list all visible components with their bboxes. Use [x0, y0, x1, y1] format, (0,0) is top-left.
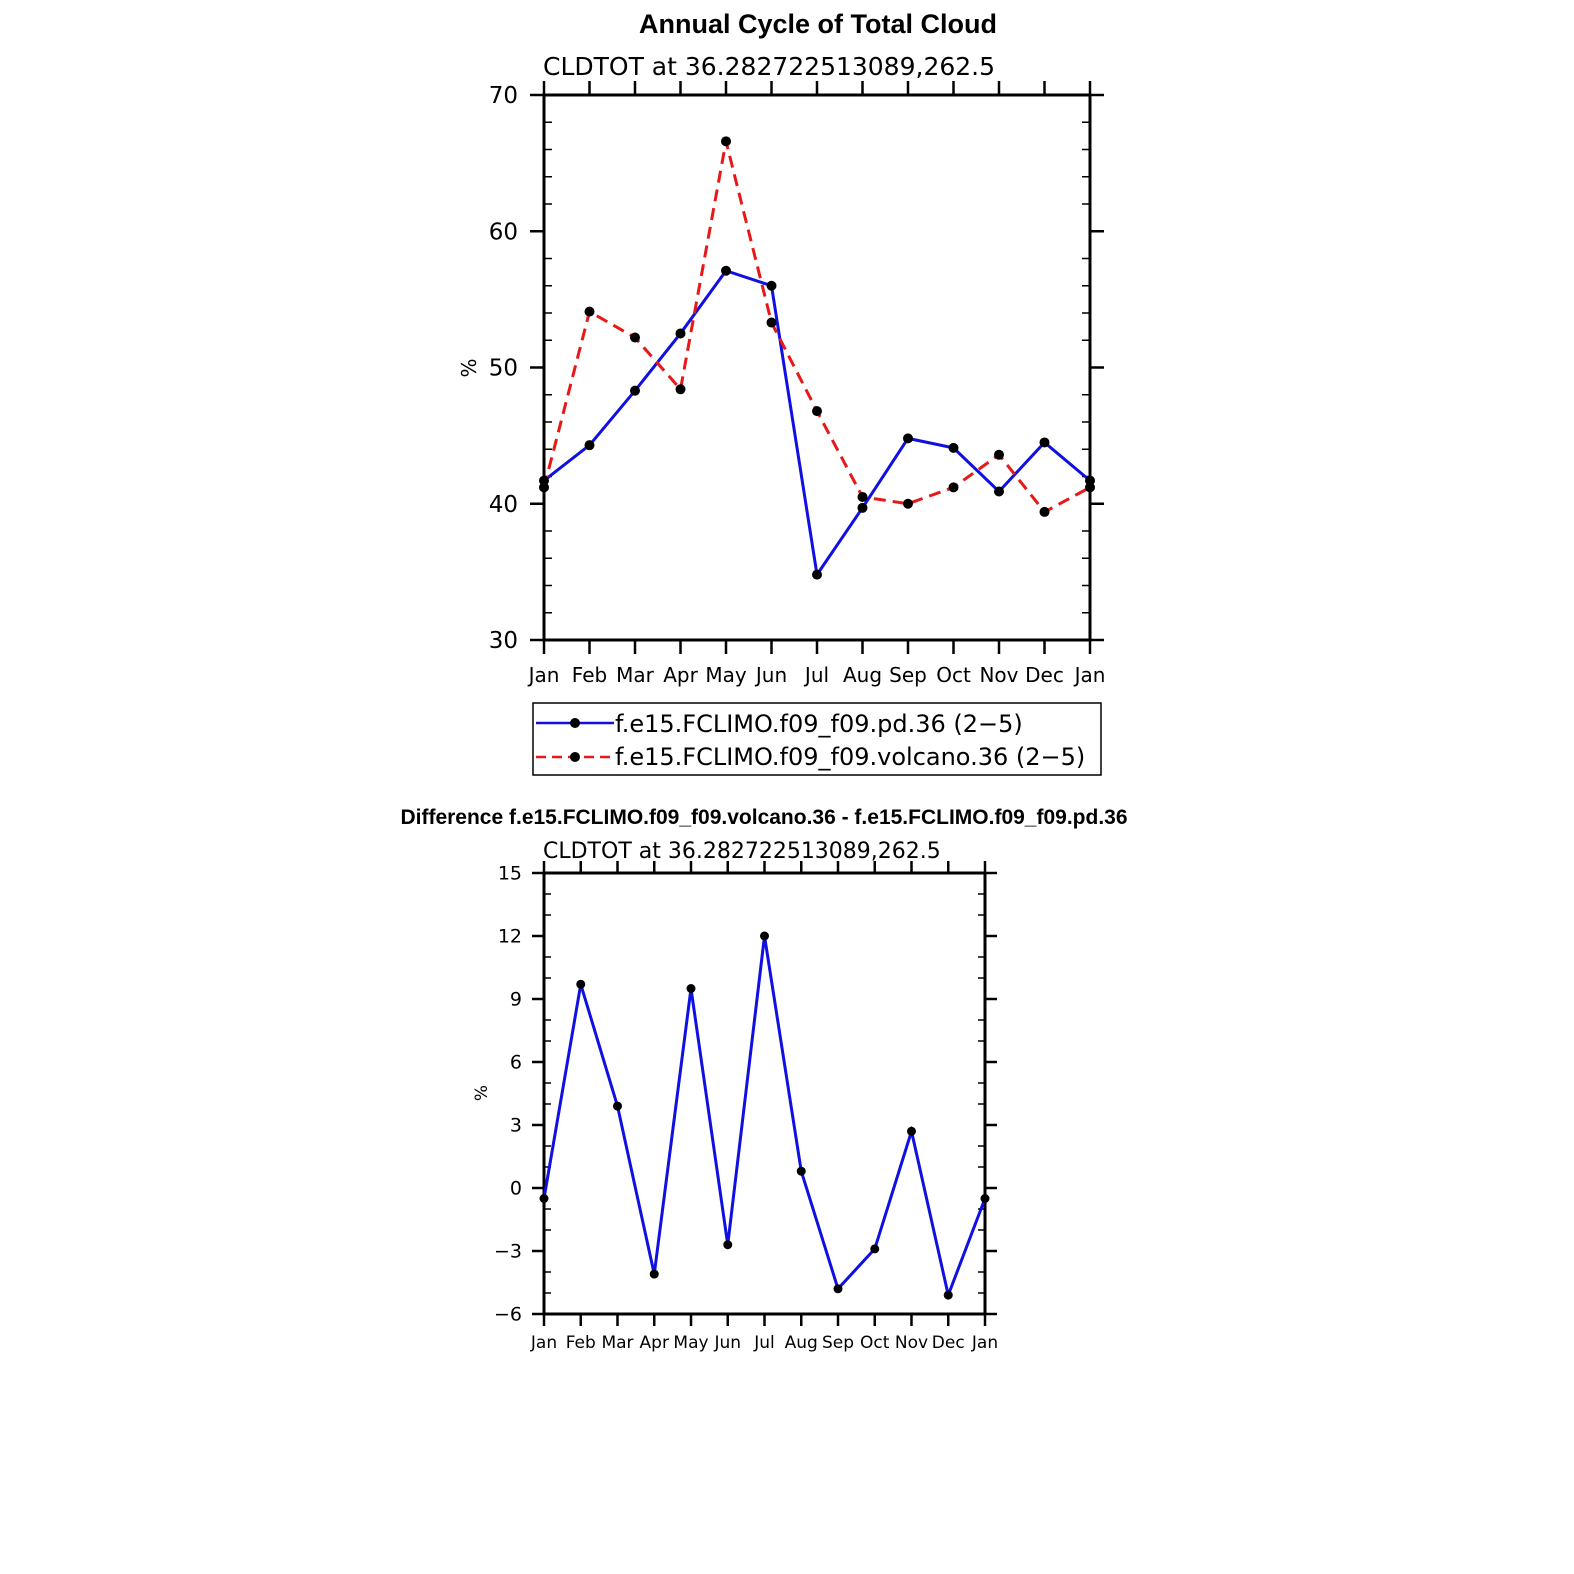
chart1-title: Annual Cycle of Total Cloud — [639, 9, 997, 39]
x-tick-label: Sep — [889, 663, 927, 687]
data-point-1 — [858, 492, 868, 502]
data-point-1 — [949, 482, 959, 492]
y-tick-label: −6 — [494, 1304, 522, 1326]
data-point-0 — [903, 433, 913, 443]
data-point-0 — [723, 1240, 732, 1249]
data-point-0 — [650, 1270, 659, 1279]
data-point-0 — [576, 980, 585, 989]
plot-frame — [544, 95, 1090, 640]
data-point-0 — [812, 570, 822, 580]
data-point-0 — [797, 1167, 806, 1176]
y-tick-label: 3 — [510, 1115, 522, 1137]
chart1-plot-area: Jan Feb Mar Apr May Jun Jul Aug Sep Oct Nov Dec Jan 3… — [489, 81, 1106, 687]
data-point-0 — [585, 440, 595, 450]
data-point-1 — [903, 499, 913, 509]
legend-marker-pd — [570, 718, 580, 728]
y-tick-label: 30 — [489, 628, 518, 654]
y-tick-label: 6 — [510, 1052, 522, 1074]
x-tick-label: Dec — [1025, 663, 1064, 687]
y-tick-label: 9 — [510, 989, 522, 1011]
x-tick-label: Jan — [971, 1333, 998, 1353]
x-tick-label: Feb — [572, 663, 607, 687]
x-tick-label: May — [673, 1333, 708, 1353]
x-tick-label: Jan — [530, 1333, 557, 1353]
chart2-ylabel: % — [472, 1085, 492, 1101]
series-line-1 — [544, 141, 1090, 512]
x-tick-label: May — [705, 663, 747, 687]
data-point-0 — [630, 386, 640, 396]
x-tick-label: Oct — [936, 663, 971, 687]
chart1-ylabel: % — [457, 358, 481, 377]
x-tick-label: Feb — [566, 1333, 596, 1353]
data-point-0 — [949, 443, 959, 453]
data-point-0 — [994, 486, 1004, 496]
x-tick-label: Aug — [785, 1333, 818, 1353]
chart1-subtitle: CLDTOT at 36.282722513089,262.5 — [543, 52, 995, 81]
x-tick-label: Jun — [754, 663, 787, 687]
legend-marker-volcano — [570, 752, 580, 762]
x-tick-label: Jul — [753, 1333, 775, 1353]
x-tick-label: Mar — [616, 663, 655, 687]
data-point-0 — [767, 281, 777, 291]
data-point-0 — [676, 328, 686, 338]
data-point-0 — [870, 1244, 879, 1253]
x-tick-label: Jan — [1073, 663, 1106, 687]
data-point-1 — [767, 318, 777, 328]
x-tick-label: Nov — [895, 1333, 928, 1353]
data-point-0 — [721, 266, 731, 276]
y-tick-label: −3 — [494, 1241, 522, 1263]
data-point-0 — [540, 1194, 549, 1203]
x-tick-label: Jun — [713, 1333, 741, 1353]
y-tick-label: 15 — [498, 863, 522, 885]
data-point-0 — [760, 932, 769, 941]
data-point-0 — [858, 503, 868, 513]
legend-label-pd: f.e15.FCLIMO.f09_f09.pd.36 (2−5) — [615, 710, 1023, 738]
data-point-1 — [539, 482, 549, 492]
y-tick-label: 12 — [498, 926, 522, 948]
y-tick-label: 60 — [489, 219, 518, 245]
y-tick-label: 70 — [489, 83, 518, 109]
chart2-subtitle: CLDTOT at 36.282722513089,262.5 — [543, 839, 941, 864]
series-line-0 — [544, 271, 1090, 575]
data-point-1 — [1085, 482, 1095, 492]
data-point-1 — [721, 136, 731, 146]
data-point-0 — [944, 1291, 953, 1300]
data-point-1 — [1040, 507, 1050, 517]
x-tick-label: Sep — [822, 1333, 854, 1353]
chart2-title: Difference f.e15.FCLIMO.f09_f09.volcano.… — [400, 806, 1127, 829]
data-point-1 — [812, 406, 822, 416]
data-point-0 — [613, 1102, 622, 1111]
x-tick-label: Nov — [979, 663, 1018, 687]
y-tick-label: 40 — [489, 492, 518, 518]
y-tick-label: 50 — [489, 356, 518, 382]
chart2-plot-area: Jan Feb Mar Apr May Jun Jul Aug Sep Oct Nov Dec Jan−… — [494, 861, 998, 1353]
legend-label-volcano: f.e15.FCLIMO.f09_f09.volcano.36 (2−5) — [615, 743, 1085, 771]
data-point-1 — [585, 307, 595, 317]
x-tick-label: Dec — [932, 1333, 965, 1353]
data-point-1 — [676, 384, 686, 394]
data-point-1 — [630, 333, 640, 343]
data-point-1 — [994, 450, 1004, 460]
x-tick-label: Jul — [803, 663, 829, 687]
x-tick-label: Apr — [640, 1333, 669, 1353]
series-line-0 — [544, 936, 985, 1295]
data-point-0 — [834, 1284, 843, 1293]
y-tick-label: 0 — [510, 1178, 522, 1200]
data-point-0 — [687, 984, 696, 993]
data-point-0 — [981, 1194, 990, 1203]
x-tick-label: Aug — [843, 663, 882, 687]
x-tick-label: Apr — [663, 663, 698, 687]
x-tick-label: Oct — [860, 1333, 890, 1353]
data-point-0 — [1040, 437, 1050, 447]
x-tick-label: Jan — [527, 663, 560, 687]
x-tick-label: Mar — [601, 1333, 633, 1353]
chart1-legend: f.e15.FCLIMO.f09_f09.pd.36 (2−5) f.e15.F… — [533, 703, 1101, 775]
data-point-0 — [907, 1127, 916, 1136]
